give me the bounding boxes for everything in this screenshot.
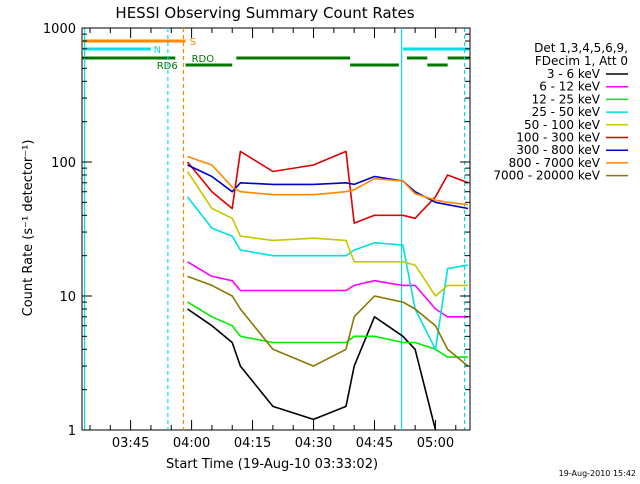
series-layer: [186, 150, 469, 431]
plot-area: [81, 27, 471, 431]
x-tick-label: 05:00: [417, 436, 454, 451]
x-tick-label: 04:30: [295, 436, 332, 451]
legend-entry-label: 3 - 6 keV: [547, 67, 601, 81]
x-axis-label: Start Time (19-Aug-10 03:33:02): [166, 457, 378, 472]
y-axis-label: Count Rate (s⁻¹ detector⁻¹): [21, 140, 36, 317]
plot-frame: [81, 27, 471, 431]
chart-title: HESSI Observing Summary Count Rates: [115, 4, 414, 22]
legend-entry-label: 800 - 7000 keV: [509, 156, 601, 170]
series-300-to-800kev-line: [187, 164, 469, 210]
legend: Det 1,3,4,5,6,9,FDecim 1, Att 03 - 6 keV…: [493, 41, 628, 183]
series-12-to-25kev-line: [187, 301, 468, 358]
rd6-flag-label: RD6: [157, 61, 178, 72]
legend-header: Det 1,3,4,5,6,9,: [534, 41, 628, 55]
legend-entry-label: 100 - 300 keV: [516, 131, 600, 145]
x-tick-label: 04:00: [173, 436, 210, 451]
legend-entry-label: 25 - 50 keV: [532, 105, 601, 119]
series-800-to-7000kev-line: [187, 155, 469, 206]
series-7000-to-20000kev-line: [187, 275, 469, 367]
y-tick-label: 1000: [43, 22, 76, 37]
series-3-to-6kev-line: [187, 308, 437, 431]
series-50-to-100kev-line: [186, 171, 468, 297]
y-tick-label: 100: [51, 156, 76, 171]
x-tick-label: 03:45: [112, 436, 149, 451]
footer-timestamp: 19-Aug-2010 15:42: [559, 469, 636, 478]
y-tick-label: 10: [59, 290, 76, 305]
legend-entry-label: 50 - 100 keV: [524, 118, 601, 132]
y-tick-label: 1: [68, 424, 76, 439]
legend-entry-label: 12 - 25 keV: [532, 92, 601, 106]
saa-flag-label: S: [190, 37, 196, 48]
legend-header: FDecim 1, Att 0: [535, 54, 628, 68]
x-tick-label: 04:45: [356, 436, 393, 451]
legend-entry-label: 6 - 12 keV: [539, 80, 601, 94]
x-tick-label: 04:15: [234, 436, 271, 451]
rdo-flag-label: RDO: [192, 54, 215, 65]
night-flag-label: N: [154, 45, 161, 56]
axes: 1 10 100 1000 03:45 04:00 04:15 04:30 04:45 05:00: [43, 22, 470, 451]
series-6-to-12kev-line: [187, 261, 468, 318]
legend-entry-label: 7000 - 20000 keV: [493, 169, 600, 183]
legend-entry-label: 300 - 800 keV: [516, 143, 600, 157]
